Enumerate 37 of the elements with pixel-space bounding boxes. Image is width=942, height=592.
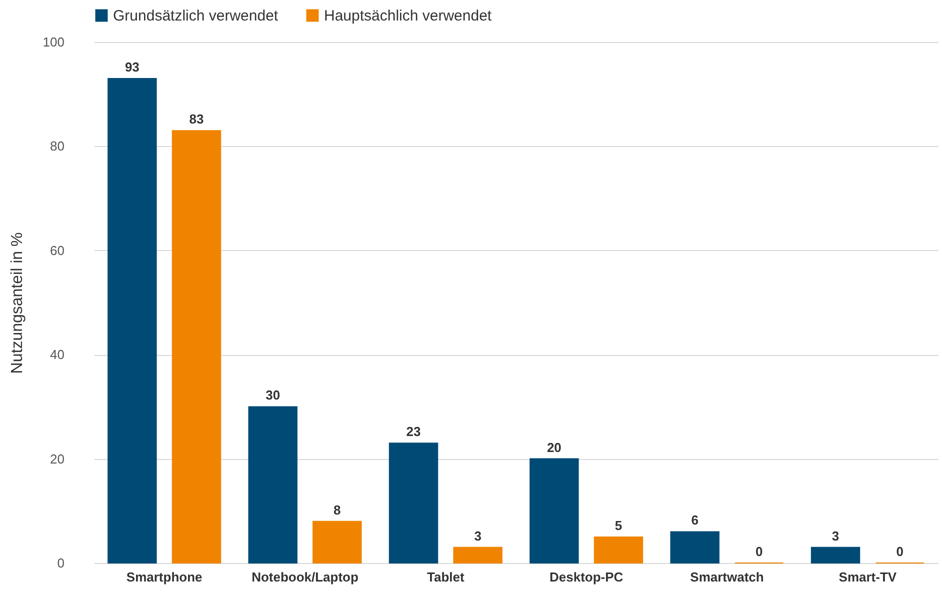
y-tick-label: 20 (50, 451, 64, 466)
data-label: 83 (189, 112, 204, 127)
bar (388, 442, 438, 564)
bar (248, 406, 298, 564)
bar (810, 546, 860, 564)
data-label: 20 (546, 440, 562, 455)
data-label: 3 (832, 528, 840, 544)
data-label: 23 (406, 424, 421, 440)
legend-label: Hauptsächlich verwendet (324, 8, 492, 25)
x-tick-label: Smart-TV (838, 570, 897, 584)
y-tick-label: 100 (42, 34, 64, 50)
data-label: 3 (474, 528, 482, 544)
bar (670, 531, 720, 564)
data-label: 0 (896, 544, 904, 559)
y-tick-label: 0 (57, 556, 64, 570)
data-label: 8 (334, 502, 341, 518)
data-label: 5 (614, 518, 622, 533)
bar (312, 520, 362, 564)
bar (108, 78, 157, 564)
legend-label: Grundsätzlich verwendet (113, 8, 279, 25)
bar (530, 458, 579, 564)
x-tick-label: Tablet (427, 570, 465, 584)
y-tick-label: 80 (50, 138, 64, 154)
data-label: 30 (266, 388, 280, 403)
bar (453, 546, 502, 564)
data-label: 93 (124, 59, 140, 74)
data-label: 6 (691, 512, 698, 528)
x-tick-label: Smartphone (126, 570, 202, 584)
x-tick-label: Notebook/Laptop (252, 570, 358, 584)
x-tick-label: Smartwatch (690, 570, 764, 584)
y-tick-label: 60 (50, 242, 64, 258)
y-tick-label: 40 (50, 347, 64, 362)
x-tick-label: Desktop-PC (549, 570, 624, 584)
y-axis-title: Nutzungsanteil in % (8, 232, 26, 374)
bar (172, 130, 222, 564)
data-label: 0 (756, 544, 763, 559)
bar (594, 536, 644, 564)
